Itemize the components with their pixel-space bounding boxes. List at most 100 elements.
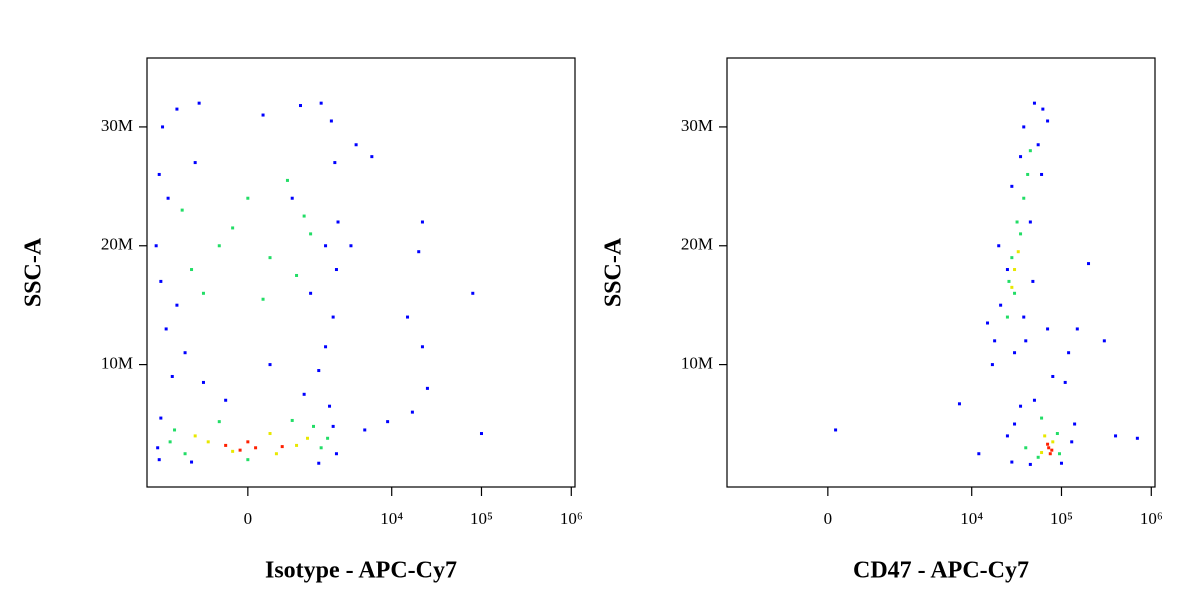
event-dot — [1013, 291, 1017, 295]
event-dot — [1047, 446, 1051, 450]
event-dot — [1135, 436, 1139, 440]
event-dot — [1050, 448, 1054, 452]
event-dot — [170, 374, 174, 378]
event-dot — [333, 161, 337, 165]
event-dot — [317, 369, 321, 373]
event-dot — [1051, 440, 1055, 444]
event-dot — [354, 143, 358, 147]
event-dot — [173, 428, 177, 432]
event-dot — [834, 428, 838, 432]
event-dot — [324, 244, 328, 248]
event-dot — [157, 458, 161, 462]
event-dot — [285, 178, 289, 182]
event-dot — [290, 418, 294, 422]
event-dot — [224, 398, 228, 402]
event-dot — [990, 363, 994, 367]
event-dot — [410, 410, 414, 414]
x-tick-label: 10⁵ — [470, 509, 493, 528]
plot-frame — [146, 57, 576, 488]
event-dot — [1114, 434, 1118, 438]
y-tick-label: 10M — [681, 354, 713, 373]
event-dot — [326, 436, 330, 440]
event-dot — [1022, 125, 1026, 129]
event-dot — [471, 291, 475, 295]
event-dot — [1040, 416, 1044, 420]
event-dot — [168, 440, 172, 444]
event-dot — [331, 315, 335, 319]
event-dot — [1067, 351, 1071, 355]
event-dot — [193, 434, 197, 438]
event-dot — [999, 303, 1003, 307]
event-dot — [324, 345, 328, 349]
event-dot — [1055, 432, 1059, 436]
event-dot — [328, 404, 332, 408]
event-dot — [420, 345, 424, 349]
event-dot — [154, 244, 158, 248]
event-dot — [1013, 422, 1017, 426]
event-dot — [254, 446, 258, 450]
event-dot — [1036, 455, 1040, 459]
event-dot — [161, 125, 165, 129]
event-dot — [246, 440, 250, 444]
event-dot — [317, 461, 321, 465]
y-axis-label: SSC-A — [601, 237, 627, 307]
event-dot — [386, 420, 390, 424]
event-dot — [329, 119, 333, 123]
event-dot — [1031, 279, 1035, 283]
x-tick-label: 0 — [244, 509, 253, 528]
event-dot — [370, 155, 374, 159]
event-dot — [1073, 422, 1077, 426]
event-dot — [1028, 462, 1032, 466]
y-tick-label: 20M — [681, 235, 713, 254]
event-dot — [312, 424, 316, 428]
event-dot — [157, 172, 161, 176]
event-dot — [986, 321, 990, 325]
event-dot — [1007, 279, 1011, 283]
event-dot — [1051, 374, 1055, 378]
event-dot — [231, 449, 235, 453]
event-dot — [1024, 339, 1028, 343]
event-dot — [1040, 172, 1044, 176]
event-dot — [1005, 268, 1009, 272]
event-dot — [206, 440, 210, 444]
event-dot — [305, 436, 309, 440]
event-dot — [1048, 452, 1052, 456]
x-tick-label: 10⁴ — [380, 509, 403, 528]
event-dot — [1028, 220, 1032, 224]
event-dot — [197, 101, 201, 105]
event-dot — [164, 327, 168, 331]
event-dot — [1046, 442, 1050, 446]
event-dot — [1013, 351, 1017, 355]
event-dot — [1040, 451, 1044, 455]
event-dot — [231, 226, 235, 230]
event-dot — [331, 424, 335, 428]
event-dot — [224, 443, 228, 447]
event-dot — [217, 244, 221, 248]
event-dot — [1024, 446, 1028, 450]
event-dot — [166, 196, 170, 200]
event-dot — [319, 446, 323, 450]
event-dot — [997, 244, 1001, 248]
event-dot — [156, 446, 160, 450]
event-dot — [309, 291, 313, 295]
event-dot — [201, 291, 205, 295]
x-axis-label: Isotype - APC-Cy7 — [265, 558, 457, 584]
event-dot — [425, 386, 429, 390]
event-dot — [1032, 398, 1036, 402]
y-axis-label: SSC-A — [21, 237, 47, 307]
event-dot — [406, 315, 410, 319]
event-dot — [280, 445, 284, 449]
event-dot — [1019, 232, 1023, 236]
x-axis-label: CD47 - APC-Cy7 — [853, 558, 1029, 584]
event-dot — [268, 432, 272, 436]
event-dot — [261, 113, 265, 117]
event-dot — [295, 273, 299, 277]
event-dot — [1022, 196, 1026, 200]
event-dot — [217, 420, 221, 424]
event-dot — [1032, 101, 1036, 105]
event-dot — [1026, 172, 1030, 176]
event-dot — [1102, 339, 1106, 343]
event-dot — [1005, 434, 1009, 438]
plot-frame — [726, 57, 1156, 488]
